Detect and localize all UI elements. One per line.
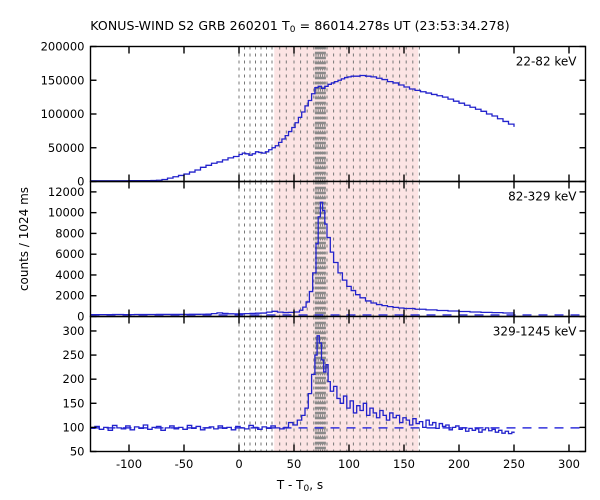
x-axis-label: T - T0, s <box>0 478 600 494</box>
svg-text:150000: 150000 <box>41 73 85 87</box>
x-axis-tick-label: 50 <box>287 457 302 471</box>
x-axis-tick-label: -100 <box>116 457 142 471</box>
energy-band-label-panel3: 329-1245 keV <box>493 325 577 339</box>
title-subscript: 0 <box>289 25 296 35</box>
x-axis-tick-label: 300 <box>558 457 580 471</box>
x-axis-tick-label: 100 <box>338 457 360 471</box>
svg-text:8000: 8000 <box>55 226 84 240</box>
x-axis-tick-label: 0 <box>235 457 242 471</box>
x-axis-label-subscript: 0 <box>303 484 310 494</box>
x-axis-tick-label: 250 <box>503 457 525 471</box>
x-axis-label-prefix: T - T <box>276 478 304 492</box>
svg-text:100000: 100000 <box>41 107 85 121</box>
svg-text:50000: 50000 <box>48 141 85 155</box>
svg-text:250: 250 <box>63 348 85 362</box>
svg-text:2000: 2000 <box>55 289 84 303</box>
svg-text:12000: 12000 <box>48 185 85 199</box>
x-axis-tick-label: 200 <box>448 457 470 471</box>
svg-text:10000: 10000 <box>48 206 85 220</box>
svg-text:50: 50 <box>70 445 85 459</box>
svg-text:300: 300 <box>63 324 85 338</box>
title-prefix: KONUS-WIND S2 GRB 260201 T <box>90 18 290 33</box>
svg-text:150: 150 <box>63 396 85 410</box>
x-axis-tick-label: -50 <box>175 457 194 471</box>
svg-text:4000: 4000 <box>55 268 84 282</box>
figure-title: KONUS-WIND S2 GRB 260201 T0 = 86014.278s… <box>0 18 600 35</box>
x-axis-label-suffix: , s <box>309 478 324 492</box>
title-suffix: = 86014.278s UT (23:53:34.278) <box>295 18 510 33</box>
energy-band-label-panel2: 82-329 keV <box>508 190 577 204</box>
x-axis-tick-label: 150 <box>393 457 415 471</box>
svg-text:6000: 6000 <box>55 247 84 261</box>
svg-text:0: 0 <box>77 310 84 324</box>
svg-text:200000: 200000 <box>41 40 85 54</box>
energy-band-label-panel1: 22-82 keV <box>516 55 578 69</box>
svg-text:0: 0 <box>77 175 84 189</box>
svg-text:100: 100 <box>63 420 85 434</box>
svg-text:200: 200 <box>63 372 85 386</box>
